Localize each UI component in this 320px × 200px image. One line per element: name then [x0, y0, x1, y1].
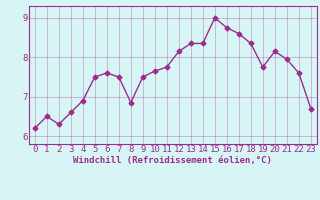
X-axis label: Windchill (Refroidissement éolien,°C): Windchill (Refroidissement éolien,°C) [73, 156, 272, 165]
